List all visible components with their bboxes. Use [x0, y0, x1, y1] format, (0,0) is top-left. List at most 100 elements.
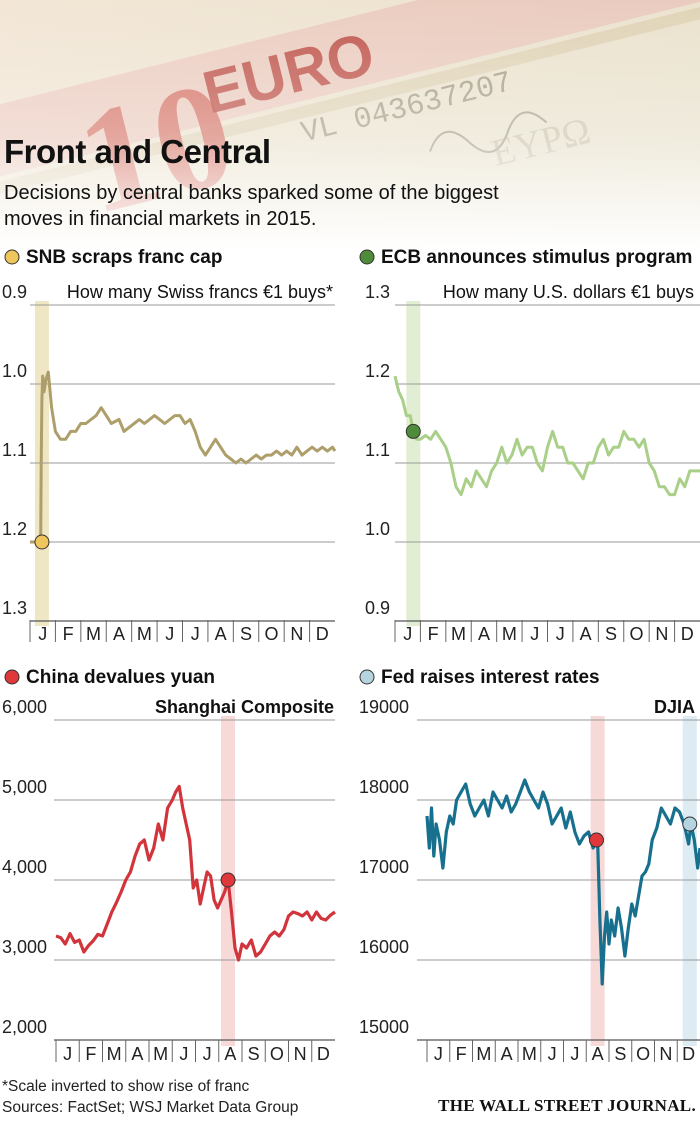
ecb-month-label-4: A	[478, 624, 490, 644]
snb-legend-dot	[4, 249, 20, 265]
china-legend-dot	[4, 669, 20, 685]
snb-event-dot	[34, 534, 50, 550]
footnote-scale: *Scale inverted to show rise of franc	[2, 1078, 250, 1095]
banknote-fade	[0, 0, 700, 250]
fed-month-label-4: A	[501, 1044, 513, 1064]
fed-month-label-8: A	[592, 1044, 604, 1064]
china-month-label-2: F	[85, 1044, 96, 1064]
fed-month-label-11: N	[659, 1044, 672, 1064]
fed-title: Fed raises interest rates	[381, 667, 600, 688]
snb-chart: SNB scraps franc cap How many Swiss fran…	[2, 247, 337, 644]
snb-month-label-1: J	[38, 624, 47, 644]
fed-chart-panel: Fed raises interest rates DJIA 19000 180…	[355, 664, 700, 1074]
ecb-chart-panel: ECB announces stimulus program How many …	[355, 242, 700, 644]
snb-y-tick-5: 1.3	[2, 598, 27, 618]
fed-month-label-7: J	[570, 1044, 579, 1064]
page-subtitle: Decisions by central banks sparked some …	[4, 182, 499, 230]
ecb-month-label-3: M	[451, 624, 466, 644]
ecb-legend-dot	[359, 249, 375, 265]
fed-y-tick-4: 16000	[359, 937, 409, 957]
banknote-banner: 10 EURO VL 043637207 ΕΥΡΩ	[0, 0, 700, 250]
snb-month-label-12: D	[316, 624, 329, 644]
ecb-gridlines	[395, 304, 700, 622]
footnote: *Scale inverted to show rise of franc So…	[2, 1076, 298, 1118]
ecb-title: ECB announces stimulus program	[381, 247, 692, 268]
wsj-logo: THE WALL STREET JOURNAL.	[438, 1096, 696, 1115]
fed-y-tick-3: 17000	[359, 857, 409, 877]
snb-month-label-6: J	[165, 624, 174, 644]
snb-month-label-7: J	[191, 624, 200, 644]
china-month-label-12: D	[317, 1044, 330, 1064]
ecb-month-label-1: J	[403, 624, 412, 644]
snb-chart-panel: SNB scraps franc cap How many Swiss fran…	[0, 242, 345, 644]
ecb-month-label-9: S	[605, 624, 617, 644]
china-month-label-11: N	[294, 1044, 307, 1064]
ecb-y-tick-4: 1.0	[365, 519, 390, 539]
fed-legend-dot	[359, 669, 375, 685]
fed-month-label-10: O	[636, 1044, 650, 1064]
ecb-month-label-8: A	[580, 624, 592, 644]
china-month-label-5: M	[153, 1044, 168, 1064]
fed-series-line	[425, 778, 700, 986]
fed-event-dot-december	[682, 816, 698, 832]
snb-month-label-11: N	[290, 624, 303, 644]
china-month-label-3: M	[107, 1044, 122, 1064]
china-gridlines	[54, 719, 335, 1041]
ecb-month-label-12: D	[681, 624, 694, 644]
snb-month-label-9: S	[240, 624, 252, 644]
snb-month-label-8: A	[215, 624, 227, 644]
ecb-month-label-6: J	[530, 624, 539, 644]
china-title: China devalues yuan	[26, 667, 215, 688]
fed-event-dot-august	[588, 832, 604, 848]
china-chart-panel: China devalues yuan Shanghai Composite 6…	[0, 664, 345, 1074]
fed-y-tick-5: 15000	[359, 1017, 409, 1037]
china-month-label-10: O	[270, 1044, 284, 1064]
china-series-line	[55, 784, 336, 962]
fed-month-label-6: J	[548, 1044, 557, 1064]
china-month-label-7: J	[203, 1044, 212, 1064]
fed-month-label-3: M	[476, 1044, 491, 1064]
snb-y-tick-3: 1.1	[2, 440, 27, 460]
snb-month-label-3: M	[86, 624, 101, 644]
snb-y-tick-1: 0.9	[2, 282, 27, 302]
china-month-label-4: A	[131, 1044, 143, 1064]
ecb-month-label-2: F	[428, 624, 439, 644]
china-axis-label: Shanghai Composite	[155, 697, 334, 717]
ecb-month-label-5: M	[502, 624, 517, 644]
banknote-image: 10 EURO VL 043637207 ΕΥΡΩ	[0, 0, 700, 250]
ecb-month-label-11: N	[655, 624, 668, 644]
china-y-tick-3: 4,000	[2, 857, 47, 877]
fed-y-tick-2: 18000	[359, 777, 409, 797]
ecb-y-tick-2: 1.2	[365, 361, 390, 381]
ecb-month-label-10: O	[629, 624, 643, 644]
ecb-series-line	[393, 375, 700, 497]
china-y-tick-1: 6,000	[2, 697, 47, 717]
snb-gridlines	[30, 304, 335, 622]
ecb-axis-label: How many U.S. dollars €1 buys	[443, 282, 694, 302]
ecb-month-label-7: J	[556, 624, 565, 644]
snb-axis-label: How many Swiss francs €1 buys*	[67, 282, 333, 302]
china-y-tick-2: 5,000	[2, 777, 47, 797]
china-y-tick-4: 3,000	[2, 937, 47, 957]
fed-axis-label: DJIA	[654, 697, 695, 717]
china-month-label-8: A	[224, 1044, 236, 1064]
china-month-label-9: S	[248, 1044, 260, 1064]
fed-gridlines	[417, 719, 700, 1041]
snb-month-label-10: O	[264, 624, 278, 644]
fed-month-label-12: D	[682, 1044, 695, 1064]
ecb-y-tick-3: 1.1	[365, 440, 390, 460]
china-event-dot	[220, 872, 236, 888]
china-month-label-1: J	[63, 1044, 72, 1064]
china-chart: China devalues yuan Shanghai Composite 6…	[2, 667, 336, 1064]
snb-month-label-2: F	[63, 624, 74, 644]
snb-y-tick-4: 1.2	[2, 519, 27, 539]
ecb-y-tick-1: 1.3	[365, 282, 390, 302]
snb-title: SNB scraps franc cap	[26, 247, 222, 268]
ecb-event-dot	[405, 423, 421, 439]
snb-month-label-5: M	[137, 624, 152, 644]
fed-chart: Fed raises interest rates DJIA 19000 180…	[359, 667, 700, 1064]
